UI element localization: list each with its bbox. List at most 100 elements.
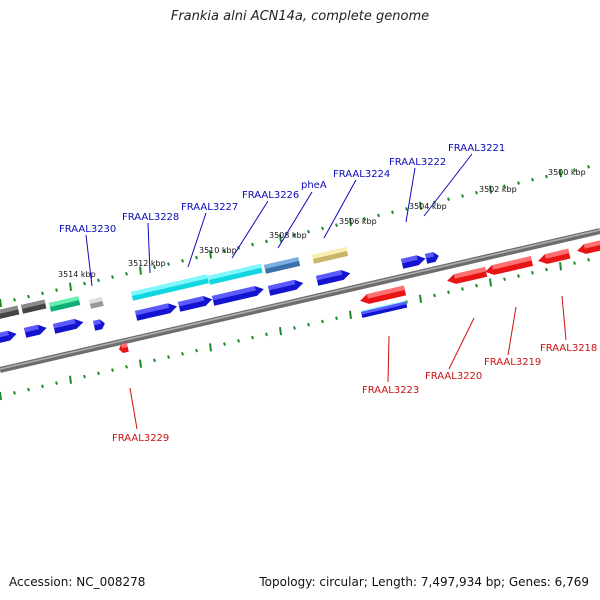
genome-backbone [0,228,600,373]
tick-mark [209,250,212,259]
cds-forward-thin[interactable] [361,301,408,318]
gene-label-fraal3222[interactable]: FRAAL3222 [389,157,446,168]
cds-reverse[interactable] [576,239,600,256]
tick-mark [265,239,268,244]
leader-line [507,306,517,356]
tick-mark [447,290,450,295]
tick-mark [489,185,492,194]
tick-mark [13,297,16,302]
tick-mark [83,374,86,379]
cds-forward[interactable] [0,329,18,344]
tick-mark [545,267,548,272]
gene-label-fraal3219[interactable]: FRAAL3219 [484,357,541,368]
tick-mark [573,168,576,172]
tick-mark [0,298,2,308]
tick-mark [181,352,184,356]
tick-mark [293,326,296,330]
cds-reverse[interactable] [484,256,534,277]
cds-forward[interactable] [316,268,351,286]
leader-line [561,295,567,341]
cds-forward[interactable] [212,284,265,306]
feature-lightgray[interactable] [88,297,104,309]
tick-mark [419,201,422,210]
feature-steelblue[interactable] [264,257,301,274]
cds-forward[interactable] [177,294,213,312]
tick-mark [517,274,520,278]
tick-mark [265,332,268,337]
tick-mark [545,174,548,179]
tick-mark [97,278,100,283]
tick-mark [153,265,156,270]
cds-reverse[interactable] [118,342,129,354]
cds-reverse[interactable] [446,266,488,286]
tick-mark [559,169,562,178]
tick-label: 3514 kbp [58,270,96,279]
reverse-gene-labels: FRAAL3229 FRAAL3223 FRAAL3220 FRAAL3219 … [112,295,597,444]
tick-mark [209,343,212,352]
gene-label-fraal3218[interactable]: FRAAL3218 [540,343,597,354]
cds-forward[interactable] [267,278,304,296]
tick-mark [41,384,44,389]
tick-mark [461,287,464,291]
tick-mark [377,213,380,218]
feature-cyan[interactable] [131,274,210,301]
leader-line [448,317,475,370]
cds-forward[interactable] [52,317,84,334]
gene-label-fraal3228[interactable]: FRAAL3228 [122,212,179,223]
gene-label-fraal3229[interactable]: FRAAL3229 [112,433,169,444]
tick-mark [321,319,324,324]
leader-line [405,167,416,223]
tick-mark [517,181,520,185]
feature-khaki[interactable] [312,247,349,264]
cds-reverse[interactable] [359,285,407,306]
feature-teal[interactable] [49,296,81,312]
tick-mark [293,233,296,237]
tick-label: 3506 kbp [339,217,377,226]
tick-mark [391,210,394,215]
tick-mark [363,216,366,221]
cds-forward[interactable] [93,319,106,331]
tick-mark [153,358,156,363]
feature-cyan[interactable] [208,263,263,285]
cds-forward[interactable] [425,251,440,264]
gene-label-fraal3224[interactable]: FRAAL3224 [333,169,390,180]
feature-gray[interactable] [0,305,20,320]
cds-forward[interactable] [135,302,178,321]
tick-mark [251,242,254,247]
tick-mark [167,262,170,266]
map-title: Frankia alni ACN14a, complete genome [170,9,430,24]
tick-mark [111,275,114,279]
tick-labels: 3514 kbp 3512 kbp 3510 kbp 3508 kbp 3506… [58,168,586,279]
gene-label-fraal3220[interactable]: FRAAL3220 [425,371,482,382]
leader-line [85,234,93,287]
gene-label-fraal3230[interactable]: FRAAL3230 [59,224,116,235]
tick-label: 3512 kbp [128,259,166,268]
tick-label: 3510 kbp [199,246,237,255]
leader-line [323,179,357,239]
gene-label-phea[interactable]: pheA [301,180,327,191]
tick-mark [69,375,72,384]
tick-mark [587,257,590,262]
tick-mark [503,184,506,189]
tick-mark [503,277,506,282]
cds-forward[interactable] [401,254,427,269]
tick-mark [279,327,282,336]
cds-reverse[interactable] [537,248,571,266]
tick-mark [111,368,114,372]
gene-label-fraal3223[interactable]: FRAAL3223 [362,385,419,396]
cds-forward[interactable] [24,323,48,338]
tick-mark [531,177,534,182]
tick-mark [321,226,324,231]
feature-gray[interactable] [21,299,47,314]
tick-mark [0,391,2,401]
gene-label-fraal3227[interactable]: FRAAL3227 [181,202,238,213]
gene-label-fraal3221[interactable]: FRAAL3221 [448,143,505,154]
lower-tick-scale [0,257,590,401]
tick-mark [489,278,492,287]
gene-label-fraal3226[interactable]: FRAAL3226 [242,190,299,201]
tick-mark [335,223,338,227]
tick-mark [251,335,254,340]
tick-mark [349,217,352,227]
tick-mark [405,300,408,304]
